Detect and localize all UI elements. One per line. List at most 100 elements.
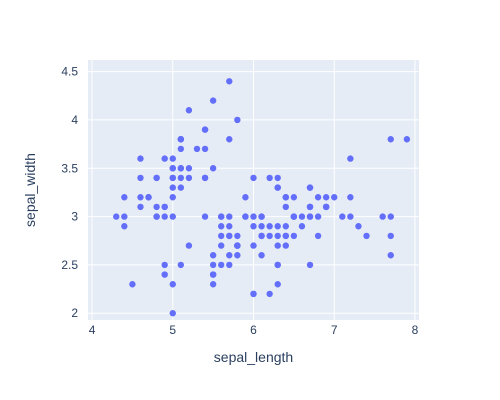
scatter-point — [121, 194, 128, 201]
scatter-point — [226, 213, 233, 220]
scatter-point — [266, 174, 273, 182]
x-tick-label: 6 — [250, 323, 257, 337]
scatter-point — [153, 213, 160, 220]
scatter-point — [290, 232, 298, 240]
scatter-point — [347, 155, 354, 162]
x-tick-labels: 4 5 6 7 8 — [89, 323, 419, 337]
scatter-point — [161, 271, 168, 278]
scatter-point — [201, 213, 209, 220]
scatter-point — [209, 252, 217, 259]
scatter-point — [209, 261, 217, 269]
scatter-point — [226, 232, 233, 240]
scatter-point — [234, 116, 241, 124]
scatter-point — [226, 223, 233, 230]
scatter-point — [314, 232, 322, 240]
scatter-point — [137, 155, 144, 162]
y-tick-label: 3 — [71, 210, 78, 224]
scatter-point — [314, 213, 322, 220]
scatter-point — [185, 242, 193, 249]
scatter-point — [266, 223, 273, 230]
scatter-point — [266, 290, 273, 298]
scatter-point — [250, 213, 257, 220]
scatter-point — [153, 203, 160, 211]
scatter-point — [201, 174, 209, 182]
scatter-point — [339, 213, 346, 220]
scatter-point — [282, 223, 289, 230]
scatter-point — [177, 174, 185, 182]
scatter-point — [185, 107, 193, 114]
scatter-point — [177, 261, 185, 269]
scatter-point — [169, 174, 176, 182]
scatter-point — [306, 184, 314, 191]
scatter-point — [209, 97, 217, 104]
scatter-point — [347, 213, 354, 220]
scatter-point — [209, 281, 217, 288]
scatter-point — [355, 223, 362, 230]
scatter-point — [218, 232, 225, 240]
scatter-point — [145, 194, 152, 201]
scatter-point — [387, 232, 394, 240]
scatter-point — [218, 213, 225, 220]
scatter-point — [379, 213, 386, 220]
scatter-point — [266, 232, 273, 240]
scatter-point — [250, 290, 257, 298]
scatter-point — [250, 174, 257, 182]
scatter-point — [274, 223, 281, 230]
scatter-point — [274, 174, 281, 182]
scatter-point — [153, 174, 160, 182]
scatter-point — [274, 184, 281, 191]
scatter-point — [226, 261, 233, 269]
scatter-point — [137, 203, 144, 211]
y-tick-label: 4 — [71, 113, 78, 127]
scatter-point — [242, 194, 249, 201]
scatter-point — [298, 213, 306, 220]
scatter-point — [129, 281, 136, 288]
scatter-point — [185, 174, 193, 182]
scatter-point — [177, 136, 185, 143]
x-tick-label: 7 — [331, 323, 338, 337]
scatter-point — [403, 136, 411, 143]
y-tick-label: 2.5 — [61, 258, 78, 272]
scatter-point — [177, 165, 185, 172]
scatter-point — [209, 165, 217, 172]
scatter-point — [161, 155, 168, 162]
scatter-point — [121, 223, 128, 230]
scatter-point — [290, 213, 298, 220]
scatter-point — [274, 232, 281, 240]
x-tick-label: 4 — [89, 323, 96, 337]
y-axis-title: sepal_width — [22, 153, 38, 227]
scatter-point — [347, 194, 354, 201]
scatter-point — [363, 232, 370, 240]
scatter-point — [306, 261, 314, 269]
scatter-point — [322, 203, 330, 211]
scatter-point — [193, 145, 201, 153]
scatter-point — [250, 223, 257, 230]
y-tick-label: 3.5 — [61, 161, 78, 175]
scatter-point — [387, 252, 394, 259]
scatter-point — [218, 261, 225, 269]
scatter-point — [177, 184, 185, 191]
scatter-point — [282, 232, 289, 240]
scatter-point — [387, 136, 394, 143]
scatter-point — [290, 194, 298, 201]
scatter-point — [274, 242, 281, 249]
x-axis-title: sepal_length — [214, 349, 293, 365]
scatter-point — [387, 213, 394, 220]
scatter-point — [258, 232, 265, 240]
scatter-point — [282, 194, 289, 201]
scatter-point — [169, 310, 176, 317]
scatter-point — [177, 145, 185, 153]
scatter-point — [282, 203, 289, 211]
scatter-point — [169, 194, 176, 201]
x-tick-label: 8 — [412, 323, 419, 337]
scatter-point — [234, 252, 241, 259]
scatter-point — [169, 184, 176, 191]
scatter-point — [137, 194, 144, 201]
scatter-point — [161, 261, 168, 269]
scatter-point — [226, 78, 233, 85]
scatter-point — [250, 242, 257, 249]
scatter-point — [209, 271, 217, 278]
scatter-point — [298, 223, 306, 230]
scatter-points — [113, 78, 411, 317]
